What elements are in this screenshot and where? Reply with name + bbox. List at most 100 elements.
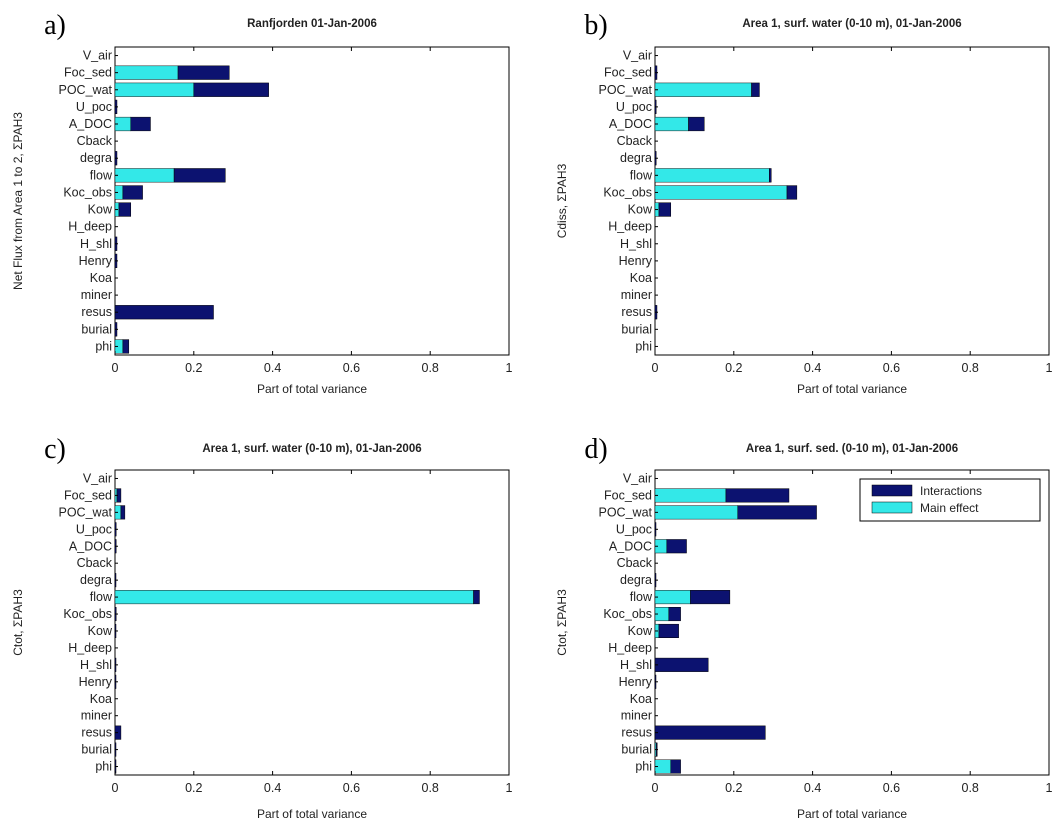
y-tick-label: flow [90, 590, 113, 604]
bar-interactions-phi [122, 339, 130, 354]
chart-panel-2: b) Area 1, surf. water (0-10 m), 01-Jan-2… [555, 10, 1053, 396]
y-tick-label: U_poc [616, 100, 652, 114]
y-tick-label: phi [95, 339, 112, 353]
bar-interactions-Foc_sed [177, 65, 230, 80]
y-tick-label: Henry [79, 675, 113, 689]
y-tick-label: Koc_obs [63, 607, 112, 621]
y-tick-label: resus [621, 726, 652, 740]
bar-main-effect-flow [114, 168, 175, 183]
x-tick-label: 1 [1046, 361, 1053, 375]
y-axis-label: Net Flux from Area 1 to 2, ΣPAH3 [11, 112, 25, 290]
x-axis-label: Part of total variance [257, 807, 367, 821]
bar-main-effect-POC_wat [654, 505, 738, 520]
x-tick-label: 0.4 [804, 781, 821, 795]
y-tick-label: degra [620, 151, 652, 165]
x-tick-label: 0.2 [185, 781, 202, 795]
x-tick-label: 0.8 [962, 781, 979, 795]
y-tick-label: Koc_obs [603, 185, 652, 199]
chart-panel-3: c) Area 1, surf. water (0-10 m), 01-Jan-2… [11, 434, 513, 821]
y-tick-label: V_air [623, 471, 652, 485]
x-tick-label: 0.4 [264, 361, 281, 375]
y-tick-label: POC_wat [59, 505, 113, 519]
x-tick-label: 0.6 [883, 361, 900, 375]
panel-letter: a) [44, 10, 66, 41]
y-tick-label: Koa [90, 271, 112, 285]
y-tick-label: burial [621, 322, 652, 336]
y-tick-label: H_shl [80, 237, 112, 251]
y-tick-label: A_DOC [69, 539, 112, 553]
plot-area [114, 469, 510, 776]
y-tick-label: flow [630, 590, 653, 604]
bar-main-effect-Foc_sed [114, 65, 179, 80]
y-tick-label: Cback [617, 556, 653, 570]
legend: Interactions Main effect [859, 478, 1041, 522]
x-tick-label: 0 [652, 361, 659, 375]
chart-panel-4: d) Area 1, surf. sed. (0-10 m), 01-Jan-20… [555, 434, 1053, 821]
x-tick-label: 0 [652, 781, 659, 795]
x-tick-label: 0.8 [962, 361, 979, 375]
y-tick-label: Koa [630, 692, 652, 706]
y-tick-label: burial [81, 322, 112, 336]
y-tick-label: Koc_obs [603, 607, 652, 621]
bar-interactions-flow [690, 590, 731, 605]
y-tick-label: Cback [617, 134, 653, 148]
bar-interactions-resus [114, 305, 214, 320]
y-tick-label: H_deep [68, 220, 112, 234]
chart-title: Area 1, surf. sed. (0-10 m), 01-Jan-2006 [746, 443, 958, 455]
y-tick-label: H_shl [80, 658, 112, 672]
y-tick-label: Henry [619, 675, 653, 689]
bar-interactions-Kow [658, 623, 679, 639]
bar-interactions-flow [769, 168, 772, 183]
plot-area [654, 46, 1050, 356]
panel-letter: c) [44, 434, 66, 465]
y-tick-label: Cback [77, 556, 113, 570]
y-tick-label: H_deep [68, 641, 112, 655]
y-tick-label: H_shl [620, 237, 652, 251]
y-tick-label: U_poc [76, 522, 112, 536]
x-tick-label: 1 [506, 781, 513, 795]
x-tick-label: 0.8 [422, 781, 439, 795]
y-tick-label: miner [81, 288, 112, 302]
bar-interactions-flow [473, 590, 480, 605]
y-tick-label: Foc_sed [604, 66, 652, 80]
bar-interactions-Foc_sed [725, 488, 790, 503]
legend-label: Interactions [920, 484, 982, 498]
x-tick-label: 0.2 [725, 361, 742, 375]
chart-title: Area 1, surf. water (0-10 m), 01-Jan-200… [742, 18, 961, 30]
y-tick-label: phi [95, 760, 112, 774]
chart-title: Area 1, surf. water (0-10 m), 01-Jan-200… [202, 443, 421, 455]
y-tick-label: H_shl [620, 658, 652, 672]
y-tick-label: degra [620, 573, 652, 587]
bar-interactions-phi [670, 759, 681, 774]
y-tick-label: U_poc [616, 522, 652, 536]
bar-main-effect-Foc_sed [654, 488, 727, 503]
y-tick-label: Foc_sed [64, 488, 112, 502]
bar-interactions-A_DOC [688, 116, 705, 132]
y-tick-label: Koc_obs [63, 185, 112, 199]
y-tick-label: flow [630, 168, 653, 182]
y-tick-label: Henry [619, 254, 653, 268]
y-tick-label: miner [81, 709, 112, 723]
y-tick-label: Kow [628, 624, 653, 638]
y-tick-label: H_deep [608, 220, 652, 234]
y-tick-label: H_deep [608, 641, 652, 655]
bar-main-effect-Koc_obs [654, 185, 788, 200]
x-tick-label: 0.4 [804, 361, 821, 375]
panel-letter: b) [584, 10, 607, 41]
x-tick-label: 1 [506, 361, 513, 375]
bar-interactions-Koc_obs [668, 607, 681, 622]
y-tick-label: A_DOC [69, 117, 112, 131]
y-tick-label: phi [635, 760, 652, 774]
bar-main-effect-A_DOC [654, 116, 689, 132]
chart-title: Ranfjorden 01-Jan-2006 [247, 18, 377, 30]
x-tick-label: 0.6 [343, 781, 360, 795]
bar-main-effect-flow [654, 168, 770, 183]
y-tick-label: Henry [79, 254, 113, 268]
x-tick-label: 0.8 [422, 361, 439, 375]
bar-main-effect-flow [654, 590, 691, 605]
y-tick-label: burial [81, 743, 112, 757]
plot-area [114, 46, 510, 356]
y-tick-label: Kow [88, 624, 113, 638]
bar-interactions-resus [654, 725, 766, 740]
